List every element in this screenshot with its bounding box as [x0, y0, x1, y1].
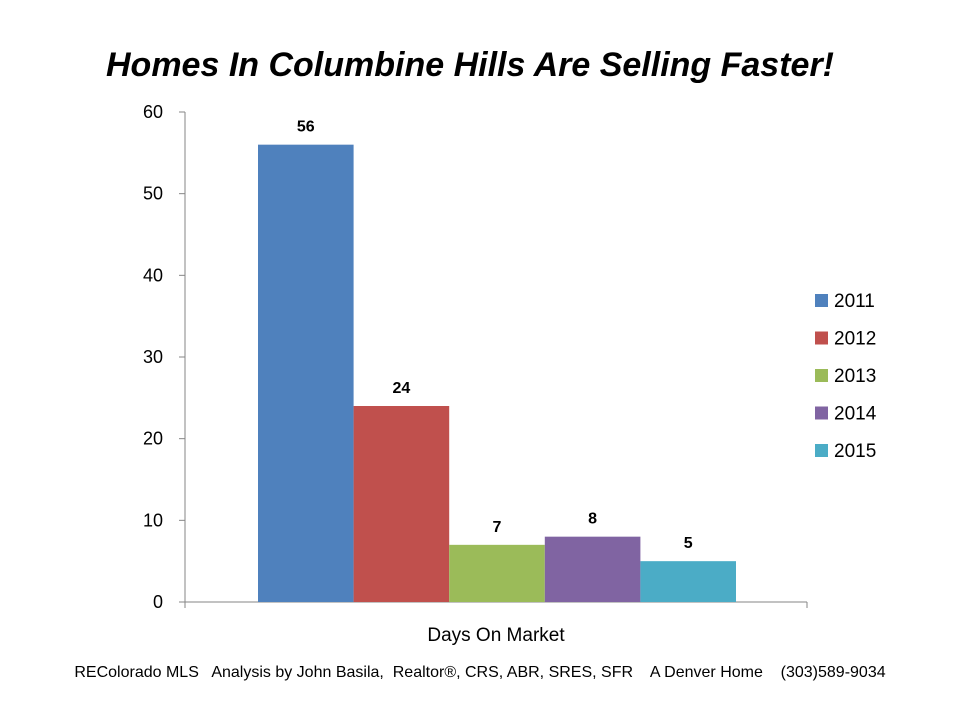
y-tick-label: 0	[153, 592, 163, 612]
bar-2013	[449, 544, 545, 602]
legend-swatch-2011	[815, 294, 828, 307]
y-tick-label: 30	[143, 347, 163, 367]
y-tick-label: 40	[143, 265, 163, 285]
bar-2012	[353, 406, 450, 602]
data-label-2012: 24	[393, 380, 411, 397]
chart-data-labels: 56 24 7 8 5	[297, 119, 693, 553]
x-axis-label: Days On Market	[427, 625, 565, 646]
data-label-2013: 7	[493, 519, 502, 536]
y-tick-label: 10	[143, 510, 163, 530]
data-label-2011: 56	[297, 119, 315, 136]
chart-bars	[258, 144, 736, 602]
legend-swatch-2014	[815, 406, 828, 420]
legend-label-2013: 2013	[834, 366, 876, 387]
data-label-2014: 8	[588, 511, 597, 528]
y-tick-label: 60	[143, 102, 163, 122]
legend-swatch-2012	[815, 331, 828, 345]
legend-label-2015: 2015	[834, 441, 876, 462]
legend-swatch-2015	[815, 444, 828, 457]
chart-legend: 2011 2012 2013 2014 2015	[815, 291, 877, 462]
chart-title: Homes In Columbine Hills Are Selling Fas…	[106, 46, 834, 84]
legend-label-2011: 2011	[834, 291, 875, 312]
legend-label-2014: 2014	[834, 404, 877, 425]
data-label-2015: 5	[684, 535, 693, 552]
bar-2014	[544, 536, 641, 602]
footer-credits: REColorado MLS Analysis by John Basila, …	[74, 664, 886, 681]
bar-2015	[640, 561, 736, 602]
legend-swatch-2013	[815, 369, 828, 382]
legend-label-2012: 2012	[834, 329, 876, 350]
y-tick-label: 20	[143, 429, 163, 449]
y-tick-label: 50	[143, 184, 163, 204]
bar-2011	[258, 144, 354, 602]
